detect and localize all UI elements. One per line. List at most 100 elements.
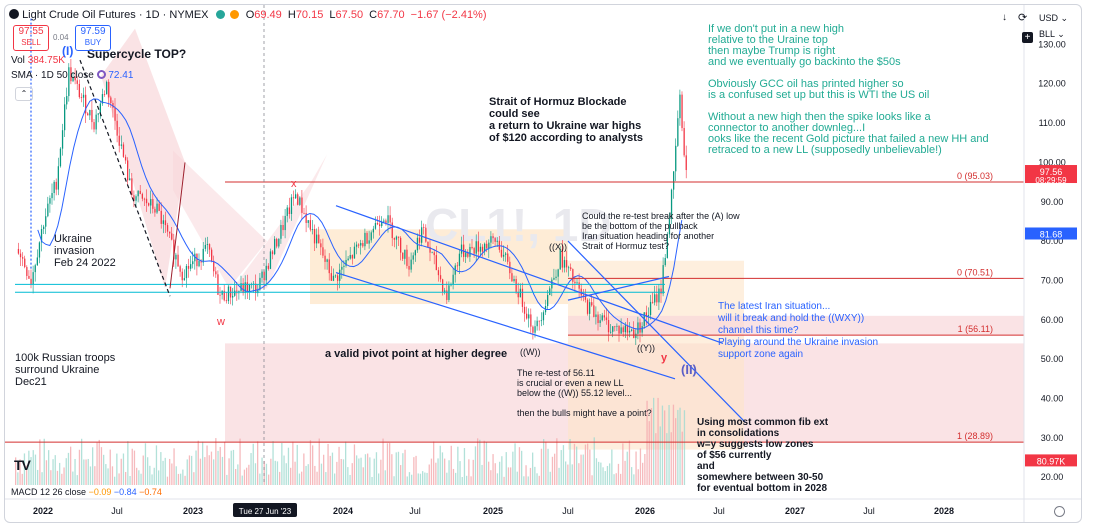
- candle-body: [347, 258, 349, 261]
- candle-body: [82, 94, 85, 98]
- candle-body: [156, 203, 158, 213]
- candle-body: [55, 181, 57, 190]
- channel-mid-line: [567, 275, 670, 301]
- y-tick-label: 110.00: [1039, 118, 1066, 128]
- volume-bar: [426, 472, 428, 485]
- x-tick-label: Jul: [863, 506, 875, 516]
- candle-body: [400, 237, 402, 253]
- volume-bar: [226, 474, 228, 485]
- refresh-icon[interactable]: ⟳: [1018, 12, 1028, 24]
- collapse-legend-button[interactable]: ⌃: [15, 87, 33, 101]
- candle-body: [519, 288, 521, 298]
- candle-body: [70, 67, 72, 82]
- candle-body: [141, 193, 143, 199]
- volume-bar: [536, 473, 538, 485]
- unit-select[interactable]: BLL ⌄: [1039, 29, 1065, 40]
- candle-body: [654, 294, 656, 303]
- candle-body: [139, 190, 141, 194]
- candle-body: [97, 113, 99, 115]
- volume-bar: [140, 473, 142, 485]
- volume-bar: [54, 455, 56, 485]
- volume-bar: [637, 469, 639, 485]
- iran-note: The latest Iran situation...: [718, 301, 830, 312]
- green-note: connector to another downleg...I: [708, 122, 865, 134]
- volume-bar: [452, 468, 455, 485]
- sma-legend[interactable]: SMA · 1D 50 close 72.41: [11, 70, 133, 81]
- add-scale-button[interactable]: +: [1022, 32, 1033, 43]
- volume-bar: [204, 457, 206, 485]
- volume-bar: [545, 441, 547, 485]
- volume-bar: [670, 432, 672, 485]
- candle-body: [324, 255, 326, 262]
- volume-bar: [292, 441, 294, 485]
- volume-bar: [562, 445, 565, 485]
- volume-bar: [314, 465, 316, 485]
- volume-bar: [360, 457, 362, 485]
- volume-bar: [380, 459, 382, 485]
- candle-body: [582, 295, 584, 297]
- volume-bar: [681, 431, 683, 485]
- chart-settings-icon[interactable]: [1054, 506, 1065, 517]
- re56-note: below the ((W)) 55.12 level...: [517, 388, 632, 398]
- volume-bar: [206, 445, 208, 485]
- volume-bar: [50, 470, 52, 485]
- volume-bar: [259, 473, 261, 485]
- price-chart[interactable]: CL1!, 1D 130.00 120.00 110.00 100.00 90.00 80…: [5, 5, 1081, 522]
- buy-button[interactable]: 97.59 BUY: [75, 25, 111, 51]
- volume-bar: [677, 409, 679, 485]
- candle-body: [78, 83, 80, 98]
- sell-button[interactable]: 97.55 SELL: [13, 25, 49, 51]
- candle-body: [116, 120, 118, 136]
- candle-body: [631, 329, 633, 331]
- volume-bar: [290, 467, 292, 485]
- sma-badge: [1025, 227, 1077, 240]
- volume-bar: [89, 466, 92, 485]
- candle-body: [169, 231, 171, 234]
- candle-body: [269, 251, 272, 269]
- volume-bar: [320, 463, 323, 485]
- volume-bar: [116, 453, 118, 485]
- candle-body: [589, 302, 591, 314]
- volume-bar: [276, 461, 279, 485]
- candle-body: [206, 244, 209, 245]
- currency-select[interactable]: USD ⌄: [1039, 13, 1068, 24]
- candle-body: [127, 160, 129, 181]
- volume-legend[interactable]: Vol 384.75K: [11, 55, 65, 66]
- candle-body: [295, 194, 297, 199]
- candle-body: [565, 260, 568, 268]
- volume-bar: [666, 433, 668, 485]
- fib-label: 0 (70.51): [957, 267, 993, 277]
- volume-bar: [461, 476, 463, 485]
- candle-body: [164, 220, 167, 226]
- last-price-badge: [1025, 165, 1077, 184]
- wave-label-yy: ((Y)): [637, 343, 655, 353]
- candle-body: [637, 322, 639, 334]
- volume-bar: [613, 474, 615, 485]
- candle-body: [311, 229, 314, 230]
- volume-bar: [184, 475, 186, 485]
- candle-body: [24, 258, 26, 268]
- volume-bar: [67, 452, 70, 485]
- volume-bar: [215, 438, 217, 485]
- macd-legend[interactable]: MACD 12 26 close −0.09 −0.84 −0.74: [11, 487, 162, 497]
- down-arrow-icon[interactable]: ↓: [1002, 12, 1007, 23]
- volume-bar: [589, 449, 591, 485]
- volume-bar: [342, 459, 345, 485]
- buy-label: BUY: [84, 38, 102, 47]
- candle-body: [351, 255, 353, 259]
- re56-note: is crucial or even a new LL: [517, 378, 624, 388]
- green-note: ooks like the recent Gold picture that f…: [708, 133, 989, 145]
- symbol-title[interactable]: Light Crude Oil Futures · 1D · NYMEX: [22, 9, 209, 21]
- volume-bar: [219, 446, 221, 485]
- candle-body: [353, 246, 356, 259]
- candle-body: [494, 238, 496, 242]
- candle-body: [38, 242, 41, 258]
- fib-ext-note: somewhere between 30-50: [697, 472, 824, 483]
- volume-bar: [529, 467, 532, 485]
- candle-body: [376, 223, 379, 225]
- candle-body: [143, 198, 146, 200]
- candle-body: [185, 265, 188, 279]
- volume-bar: [136, 467, 138, 485]
- candle-body: [666, 234, 668, 258]
- volume-bar: [389, 443, 391, 485]
